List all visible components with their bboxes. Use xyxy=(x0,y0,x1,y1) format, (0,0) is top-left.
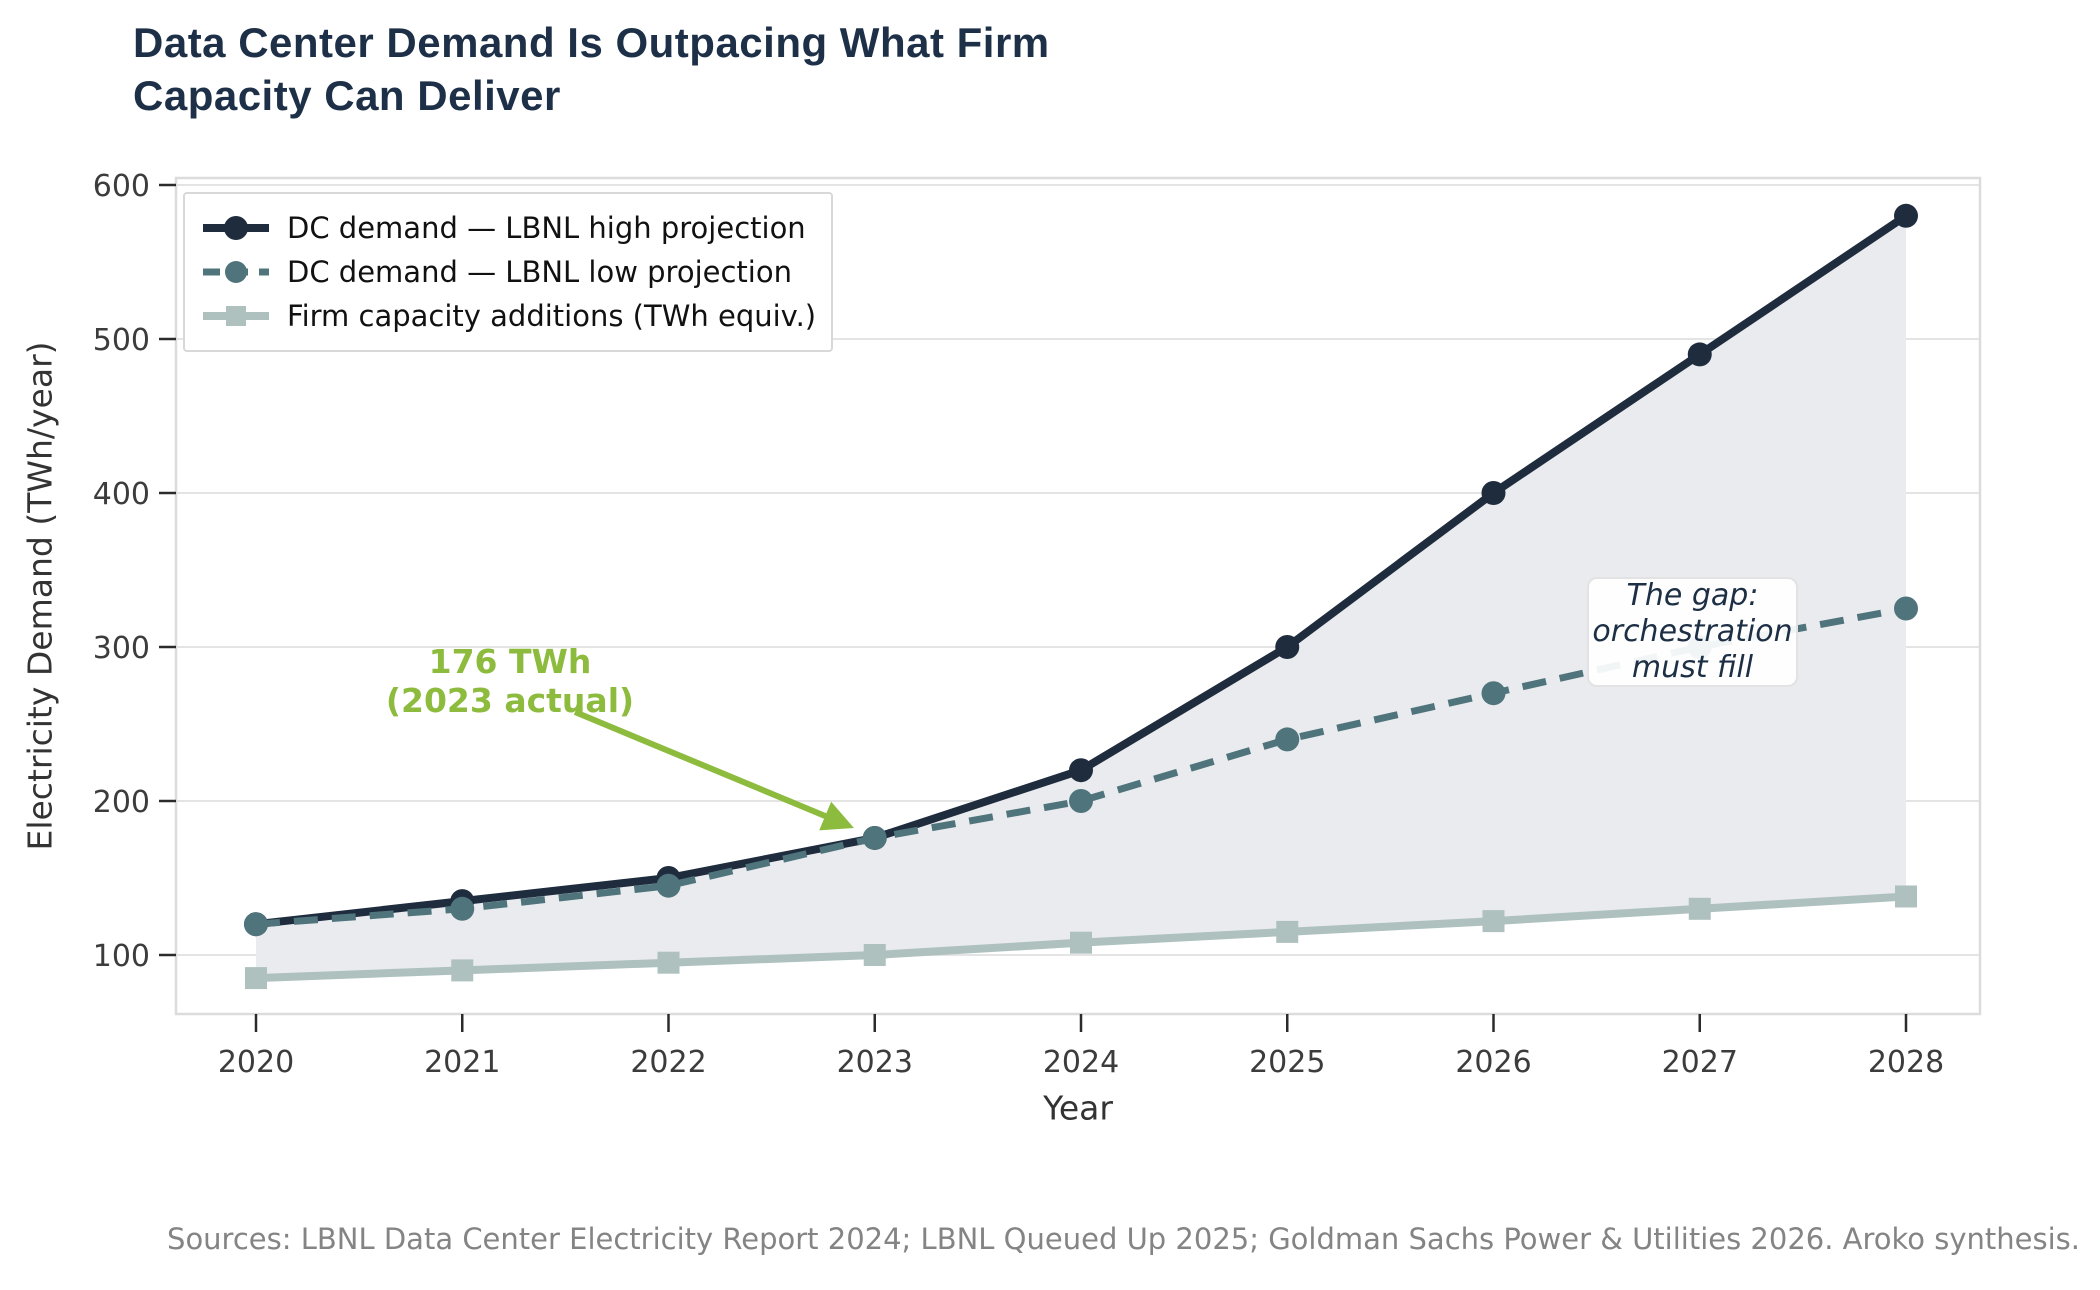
series-1-marker-2021 xyxy=(450,896,475,921)
annotation-gap-line3: must fill xyxy=(1631,650,1754,685)
y-tick-label-100: 100 xyxy=(93,939,150,974)
y-tick-label-500: 500 xyxy=(93,323,150,358)
series-1-marker-2024 xyxy=(1069,789,1093,813)
legend-label-high: DC demand — LBNL high projection xyxy=(287,211,806,245)
series-2-marker-2022 xyxy=(657,951,680,974)
axis-ticks xyxy=(159,183,1908,1032)
series-1-marker-2022 xyxy=(656,873,681,898)
y-tick-label-600: 600 xyxy=(93,169,150,204)
x-tick-label-2020: 2020 xyxy=(218,1045,294,1080)
legend-item-low: DC demand — LBNL low projection xyxy=(185,250,831,294)
axis-tick-labels: 100 200 300 400 500 600 2020 2021 2022 2023 2024 20… xyxy=(93,169,1944,1080)
legend-item-firm: Firm capacity additions (TWh equiv.) xyxy=(185,294,831,338)
legend-swatch-high-line-icon xyxy=(203,216,269,240)
chart-title: Data Center Demand Is Outpacing What Fir… xyxy=(133,16,1050,122)
plot-frame xyxy=(174,176,1982,1016)
x-tick-label-2024: 2024 xyxy=(1043,1045,1119,1080)
annotation-arrow xyxy=(573,709,854,831)
series-1-marker-2025 xyxy=(1275,727,1300,752)
series-1-marker-2023 xyxy=(862,825,887,850)
legend-label-firm: Firm capacity additions (TWh equiv.) xyxy=(287,299,817,333)
series-0-marker-2024 xyxy=(1069,758,1093,783)
series-0-marker-2026 xyxy=(1481,481,1506,505)
y-axis-label: Electricity Demand (TWh/year) xyxy=(20,341,60,851)
series-2-marker-2023 xyxy=(863,944,886,966)
legend-item-high: DC demand — LBNL high projection xyxy=(185,206,831,250)
series-2-marker-2027 xyxy=(1688,897,1711,920)
annotation-176twh: 176 TWh (2023 actual) xyxy=(330,642,690,720)
x-axis-label: Year xyxy=(1043,1088,1113,1128)
annotation-gap-line2: orchestration xyxy=(1592,614,1793,649)
legend: DC demand — LBNL high projection DC dema… xyxy=(183,192,833,352)
spines xyxy=(174,176,1982,1016)
legend-label-low: DC demand — LBNL low projection xyxy=(287,255,792,289)
gap-polygon xyxy=(256,215,1906,979)
series-2-marker-2021 xyxy=(451,959,474,982)
legend-swatch-low-dashed-line-icon xyxy=(203,261,269,283)
legend-swatch-firm-line-icon xyxy=(203,306,269,326)
x-tick-label-2021: 2021 xyxy=(424,1045,500,1080)
x-tick-label-2026: 2026 xyxy=(1455,1045,1531,1080)
data-series xyxy=(244,203,1918,990)
sources-note: Sources: LBNL Data Center Electricity Re… xyxy=(167,1222,2080,1256)
x-tick-label-2023: 2023 xyxy=(837,1045,913,1080)
x-tick-label-2025: 2025 xyxy=(1249,1045,1325,1080)
series-line-1 xyxy=(255,605,1907,928)
y-tick-label-200: 200 xyxy=(93,785,150,820)
gap-shaded-region xyxy=(256,215,1906,979)
series-2-marker-2020 xyxy=(245,967,267,990)
x-tick-label-2022: 2022 xyxy=(630,1045,706,1080)
annotation-176twh-line2: (2023 actual) xyxy=(385,681,635,720)
series-0-marker-2025 xyxy=(1275,635,1300,659)
annotation-gap-box: The gap: orchestration must fill xyxy=(1587,577,1798,687)
y-tick-label-300: 300 xyxy=(93,631,150,666)
y-tick-label-400: 400 xyxy=(93,477,150,512)
series-2-marker-2025 xyxy=(1276,920,1299,943)
chart-title-line1: Data Center Demand Is Outpacing What Fir… xyxy=(133,19,1050,66)
annotation-176twh-line1: 176 TWh xyxy=(428,642,592,681)
chart-title-line2: Capacity Can Deliver xyxy=(133,72,561,119)
series-1-marker-2028 xyxy=(1894,596,1918,621)
annotation-gap-line1: The gap: xyxy=(1626,578,1759,613)
series-0-marker-2027 xyxy=(1687,342,1712,367)
series-0-marker-2028 xyxy=(1894,203,1918,228)
series-2-marker-2028 xyxy=(1895,885,1917,908)
x-tick-label-2028: 2028 xyxy=(1868,1045,1944,1080)
series-2-marker-2024 xyxy=(1070,931,1092,954)
series-2-marker-2026 xyxy=(1482,910,1505,933)
arrow-line xyxy=(573,709,854,831)
x-tick-label-2027: 2027 xyxy=(1662,1045,1738,1080)
series-1-marker-2020 xyxy=(244,912,268,937)
series-1-marker-2026 xyxy=(1481,681,1506,706)
